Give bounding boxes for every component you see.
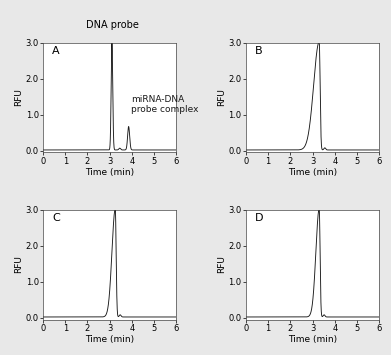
X-axis label: Time (min): Time (min) [288, 335, 337, 344]
X-axis label: Time (min): Time (min) [85, 335, 134, 344]
Text: C: C [52, 213, 60, 223]
Text: D: D [255, 213, 264, 223]
Y-axis label: RFU: RFU [217, 89, 226, 106]
X-axis label: Time (min): Time (min) [85, 168, 134, 178]
Y-axis label: RFU: RFU [14, 89, 23, 106]
Text: A: A [52, 46, 60, 56]
Y-axis label: RFU: RFU [14, 256, 23, 273]
X-axis label: Time (min): Time (min) [288, 168, 337, 178]
Y-axis label: RFU: RFU [217, 256, 226, 273]
Text: miRNA-DNA
probe complex: miRNA-DNA probe complex [131, 95, 198, 114]
Text: DNA probe: DNA probe [86, 20, 138, 30]
Text: B: B [255, 46, 263, 56]
